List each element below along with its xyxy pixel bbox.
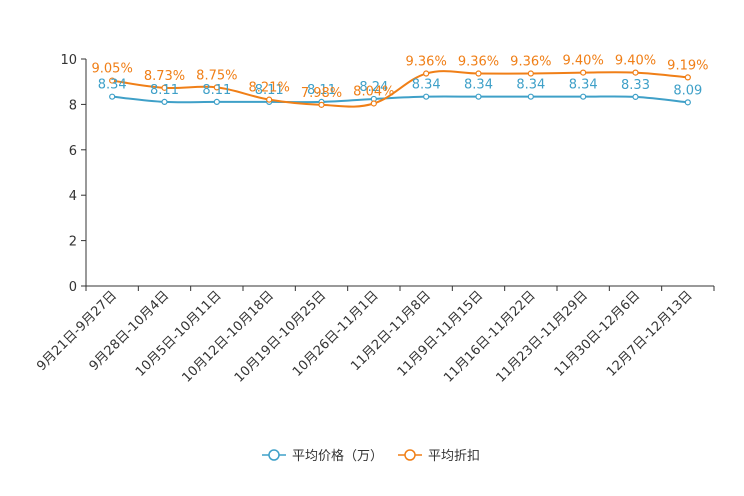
legend-label: 平均价格（万） xyxy=(292,448,383,464)
data-label: 8.11 xyxy=(202,83,231,98)
x-tick-label: 10月12日-10月18日 xyxy=(180,288,277,385)
data-point[interactable] xyxy=(684,99,691,106)
data-point[interactable] xyxy=(475,70,482,77)
x-tick-label: 10月19日-10月25日 xyxy=(232,288,329,385)
y-tick-label: 4 xyxy=(69,189,77,204)
data-label: 9.05% xyxy=(92,62,133,77)
data-point[interactable] xyxy=(423,93,430,100)
data-label: 8.21% xyxy=(249,81,290,96)
legend-marker-icon xyxy=(268,449,280,461)
data-point[interactable] xyxy=(527,70,534,77)
legend-item-1[interactable]: 平均折扣 xyxy=(398,449,480,464)
legend-marker-icon xyxy=(404,449,416,461)
data-point[interactable] xyxy=(475,93,482,100)
x-tick-label: 11月16日-11月22日 xyxy=(441,288,538,385)
data-point[interactable] xyxy=(318,101,325,108)
data-point[interactable] xyxy=(580,93,587,100)
data-label: 7.98% xyxy=(301,86,342,101)
chart-series xyxy=(109,69,691,108)
data-point[interactable] xyxy=(213,84,220,91)
data-point[interactable] xyxy=(423,70,430,77)
data-point[interactable] xyxy=(161,98,168,106)
y-tick-label: 2 xyxy=(69,235,77,250)
data-label: 8.24 xyxy=(359,80,388,95)
y-tick-label: 6 xyxy=(69,144,77,159)
data-point[interactable] xyxy=(109,93,116,100)
data-label: 8.04% xyxy=(353,84,394,99)
data-label: 9.36% xyxy=(458,55,499,70)
data-label: 9.19% xyxy=(667,58,708,73)
data-label: 8.34 xyxy=(464,78,493,93)
legend-item-0[interactable]: 平均价格（万） xyxy=(262,448,383,464)
chart-legend[interactable]: 平均价格（万） 平均折扣 xyxy=(262,448,480,464)
data-point[interactable] xyxy=(527,93,534,100)
data-point[interactable] xyxy=(370,100,377,107)
data-label: 8.34 xyxy=(516,78,545,93)
data-label: 9.36% xyxy=(510,55,551,70)
data-label: 8.75% xyxy=(196,68,237,83)
data-label: 8.11 xyxy=(255,83,284,98)
y-tick-label: 8 xyxy=(69,98,77,113)
data-point[interactable] xyxy=(161,84,168,91)
data-label: 8.09 xyxy=(673,83,702,98)
data-label: 8.11 xyxy=(150,83,179,98)
data-point[interactable] xyxy=(109,77,116,84)
data-point[interactable] xyxy=(632,93,639,101)
data-label: 8.34 xyxy=(569,78,598,93)
data-label: 9.40% xyxy=(615,54,656,69)
data-point[interactable] xyxy=(266,96,273,103)
legend-label: 平均折扣 xyxy=(428,449,480,464)
data-point[interactable] xyxy=(632,69,639,76)
chart-data-labels: 8.34 8.11 8.11 8.11 8.11 8.24 8.34 8.34 8.34 8.34… xyxy=(92,54,709,101)
data-label: 8.73% xyxy=(144,69,185,84)
data-label: 8.11 xyxy=(307,83,336,98)
series-line-1 xyxy=(112,70,688,108)
series-line-0 xyxy=(112,95,688,104)
data-point[interactable] xyxy=(684,74,691,81)
y-tick-label: 0 xyxy=(69,280,77,295)
data-label: 8.34 xyxy=(98,78,127,93)
y-tick-label: 10 xyxy=(60,53,77,68)
data-label: 9.40% xyxy=(563,54,604,69)
data-label: 8.33 xyxy=(621,78,650,93)
data-point[interactable] xyxy=(580,69,587,76)
x-tick-label: 11月23日-11月29日 xyxy=(494,288,591,385)
data-label: 9.36% xyxy=(406,55,447,70)
data-point[interactable] xyxy=(213,98,220,106)
data-label: 8.34 xyxy=(412,78,441,93)
